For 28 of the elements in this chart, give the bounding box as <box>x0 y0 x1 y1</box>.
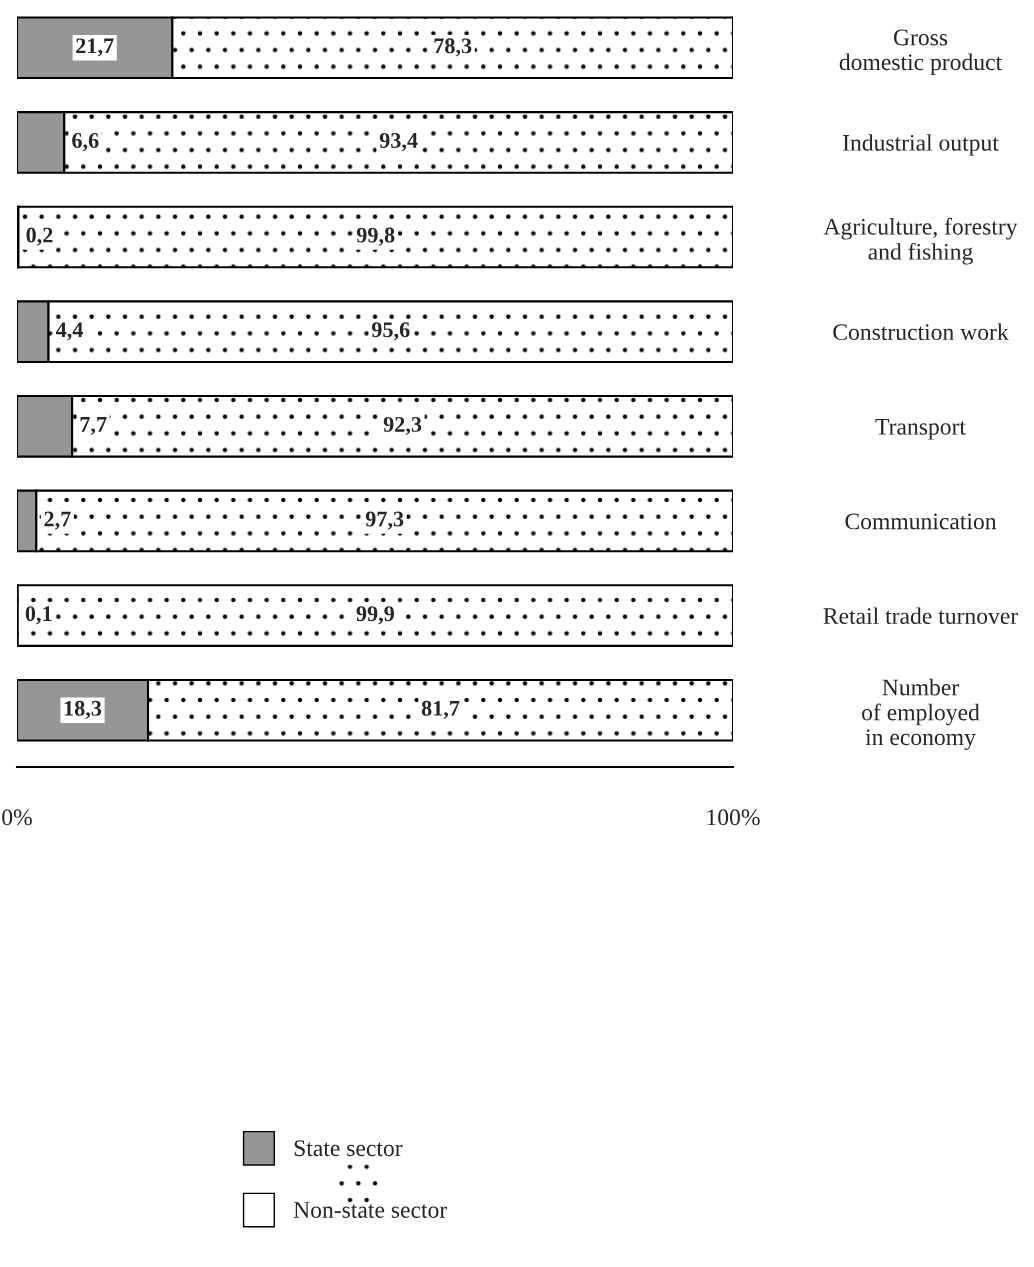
y-tick-label: Industrial output <box>842 134 999 156</box>
text: 81,7 <box>421 700 460 719</box>
y-tick-label: Construction work <box>833 323 1009 341</box>
text: 2,7 <box>44 511 71 530</box>
text: 95,6 <box>371 322 410 341</box>
text: 0,2 <box>26 227 53 246</box>
text: 99,9 <box>356 606 394 625</box>
y-tick-label: Number of employed in economy <box>862 678 980 751</box>
text: 0,1 <box>25 606 52 625</box>
text: 21,7 <box>76 38 114 57</box>
text: 92,3 <box>383 416 422 436</box>
legend-label: State sector <box>294 1140 403 1157</box>
text: 6,6 <box>72 133 99 152</box>
y-tick-label: Retail trade turnover <box>823 607 1018 624</box>
text: 4,4 <box>55 322 84 341</box>
x-tick-label: 100% <box>707 809 760 826</box>
legend-label: Non-state sector <box>293 1202 448 1218</box>
y-tick-label: Agriculture, forestry and fishing <box>823 217 1018 265</box>
text: 99,8 <box>356 227 395 246</box>
text: 93,4 <box>379 133 418 152</box>
text: 97,3 <box>365 511 404 530</box>
y-tick-label: Communication <box>845 513 997 530</box>
x-tick-label: 0% <box>2 809 32 826</box>
y-tick-label: Gross domestic product <box>839 29 1002 75</box>
text: 7,7 <box>80 417 107 436</box>
text: 78,3 <box>434 38 472 57</box>
text: 18,3 <box>64 700 102 719</box>
y-tick-label: Transport <box>875 419 966 440</box>
